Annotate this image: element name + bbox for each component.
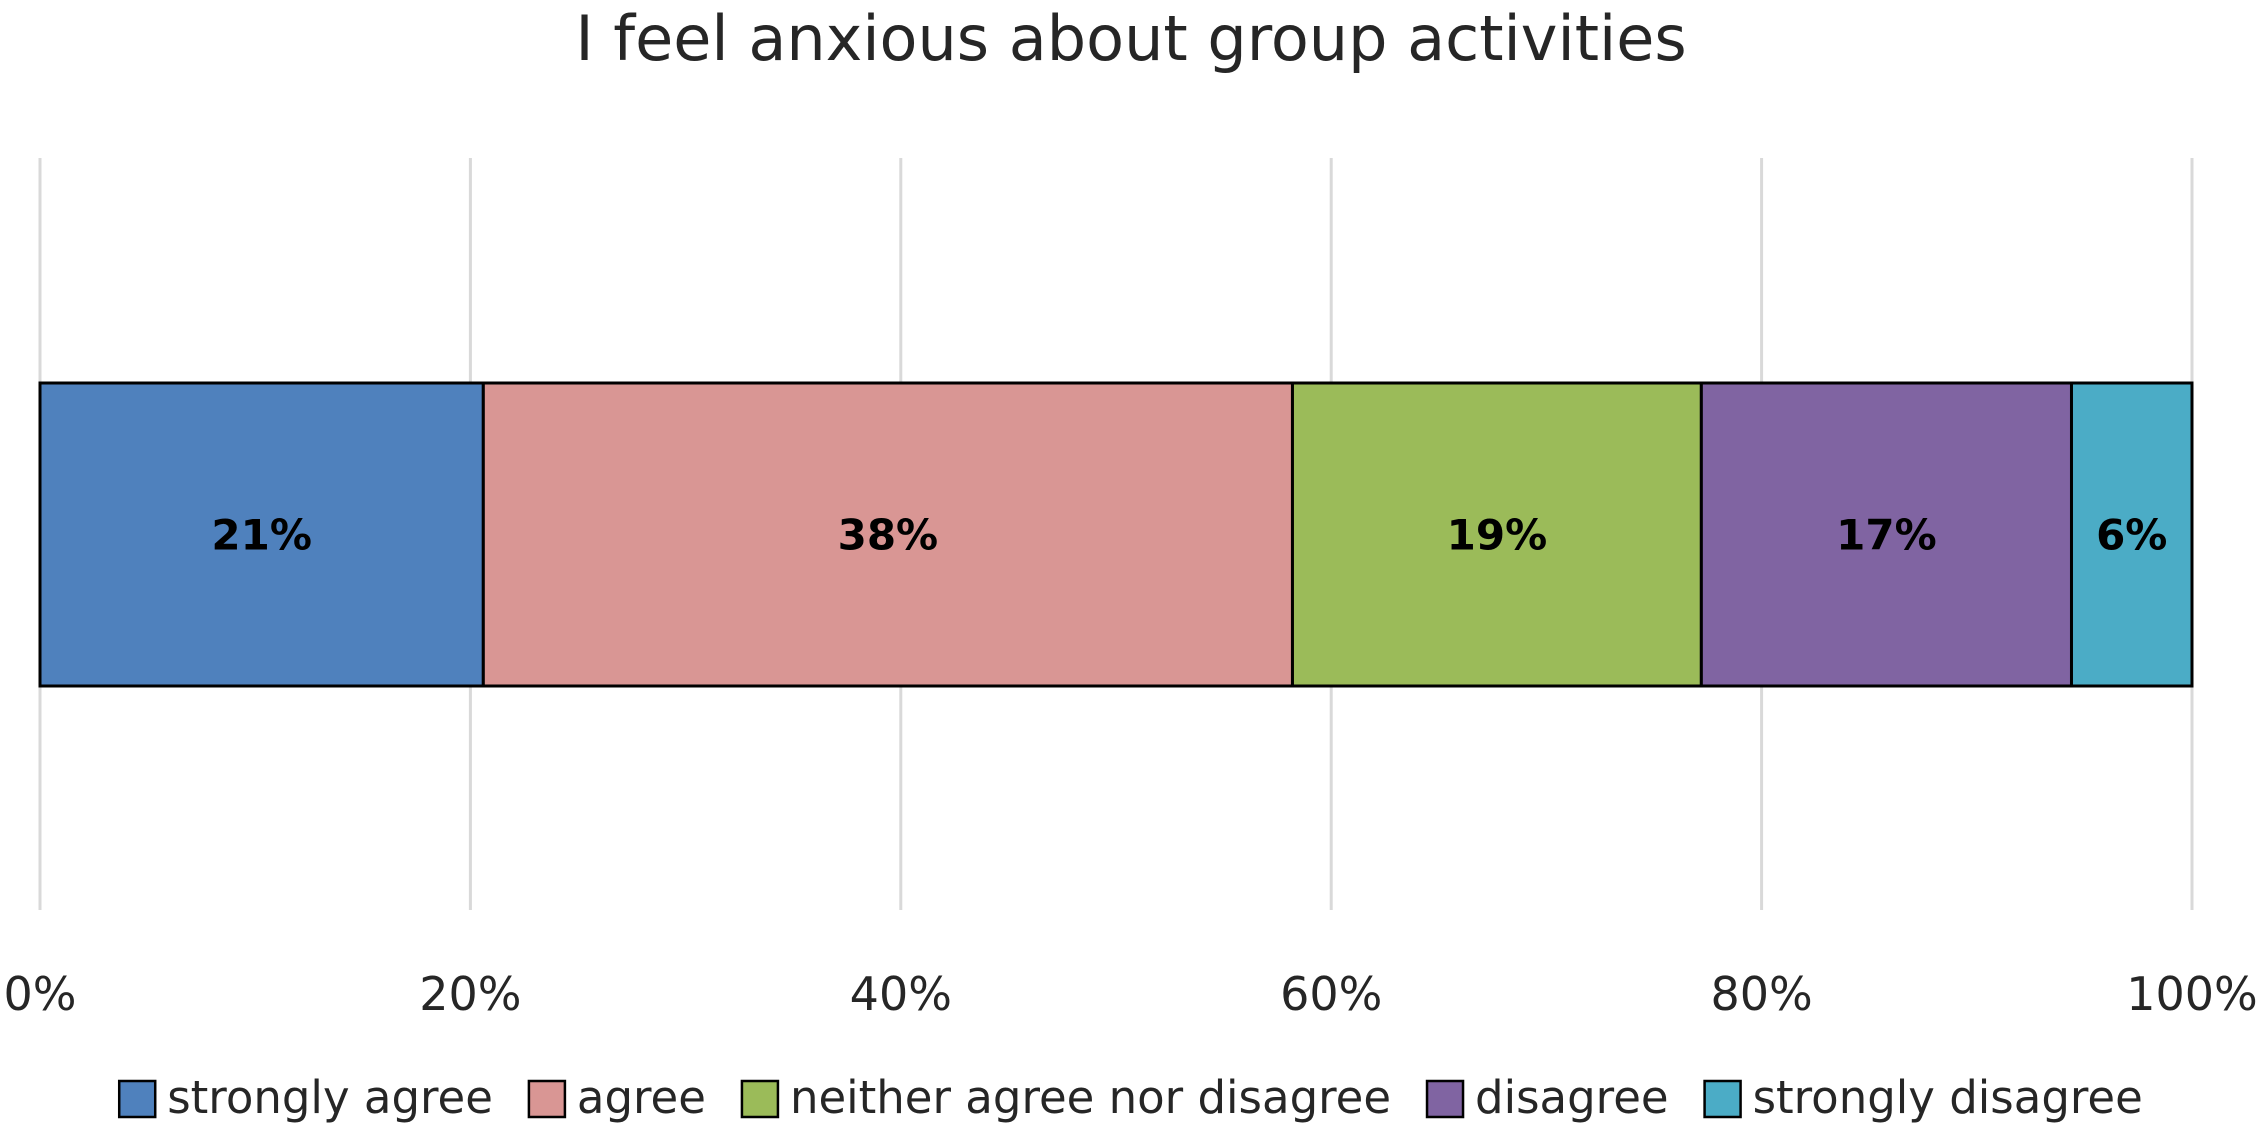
legend-swatch: [740, 1079, 780, 1119]
bar-segment-agree: [481, 381, 1294, 688]
chart-title: I feel anxious about group activities: [575, 2, 1686, 75]
legend-swatch: [117, 1079, 157, 1119]
data-label: 21%: [211, 511, 312, 560]
legend-swatch: [1425, 1079, 1465, 1119]
legend-label: strongly agree: [167, 1071, 493, 1124]
legend-label: neither agree nor disagree: [790, 1071, 1391, 1124]
legend-item-disagree: disagree: [1425, 1071, 1669, 1124]
x-tick-label: 100%: [2126, 967, 2258, 1021]
bar-segments: [38, 381, 2194, 688]
legend-item-neither-agree-nor-disagree: neither agree nor disagree: [740, 1071, 1391, 1124]
legend-label: agree: [577, 1071, 706, 1124]
legend-swatch: [1703, 1079, 1742, 1119]
x-tick-label: 80%: [1710, 967, 1812, 1021]
bar-segment-strongly-disagree: [2069, 381, 2194, 688]
bar-segment-neither-agree-nor-disagree: [1290, 381, 1703, 688]
legend-item-agree: agree: [527, 1071, 706, 1124]
legend-label: strongly disagree: [1753, 1071, 2143, 1124]
x-tick-label: 40%: [850, 967, 952, 1021]
legend: strongly agree agree neither agree nor dis…: [117, 1071, 2143, 1124]
legend-item-strongly-disagree: strongly disagree: [1703, 1071, 2143, 1124]
data-label: 17%: [1836, 511, 1937, 560]
legend-item-strongly-agree: strongly agree: [117, 1071, 493, 1124]
data-label: 6%: [2096, 511, 2167, 560]
segment-labels: 21% 38% 19% 17% 6%: [211, 511, 2167, 560]
x-axis-tick-labels: 0% 20% 40% 60% 80% 100%: [4, 967, 2258, 1021]
bar-segment-disagree: [1699, 381, 2073, 688]
data-label: 38%: [838, 511, 939, 560]
legend-label: disagree: [1475, 1071, 1669, 1124]
x-tick-label: 0%: [4, 967, 77, 1021]
x-tick-label: 60%: [1280, 967, 1382, 1021]
legend-swatch: [527, 1079, 567, 1119]
data-label: 19%: [1447, 511, 1548, 560]
x-tick-label: 20%: [419, 967, 521, 1021]
